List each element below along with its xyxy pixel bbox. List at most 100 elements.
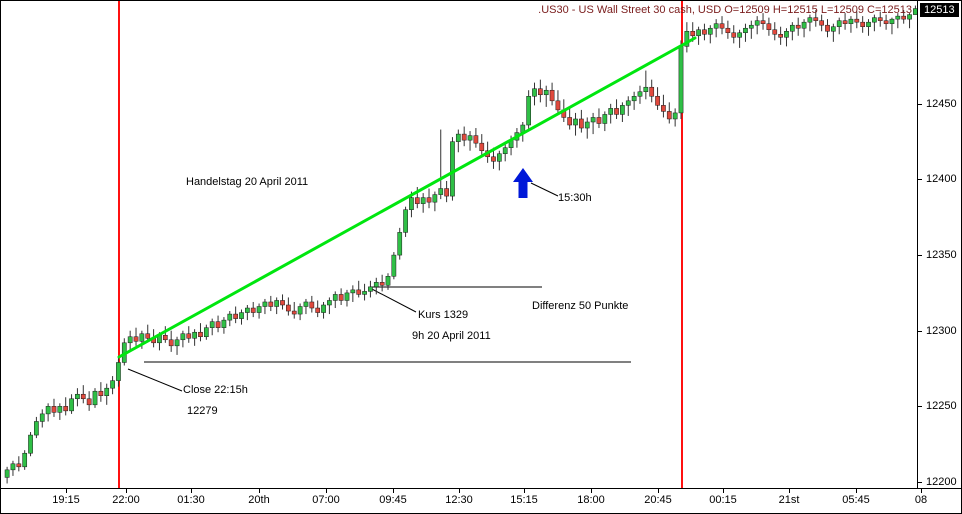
candle-body-down [819, 20, 824, 26]
candle-body-up [239, 312, 244, 319]
candle-body-down [473, 135, 479, 144]
chart-annotation: 15:30h [558, 192, 592, 204]
time-axis-label: 01:30 [177, 494, 205, 506]
annotation-pointer-line [369, 287, 417, 313]
candle-body-down [338, 294, 344, 301]
chart-title: .US30 - US Wall Street 30 cash, USD O=12… [538, 4, 912, 16]
time-axis-tick [921, 489, 922, 493]
candle-body-up [303, 301, 309, 307]
candle-body-down [538, 88, 543, 96]
candle-body-up [807, 17, 813, 23]
time-axis-label: 00:15 [709, 494, 737, 506]
candle-body-up [209, 321, 215, 328]
candle-body-up [203, 327, 209, 338]
time-axis-tick [326, 489, 327, 493]
candle-body-down [80, 393, 86, 400]
candle-body-up [743, 27, 748, 34]
candle-body-down [813, 17, 819, 21]
candle-body-up [801, 21, 807, 29]
chart-annotation: 9h 20 April 2011 [412, 330, 491, 342]
candle-body-up [584, 121, 590, 129]
candle-body-up [620, 105, 625, 115]
candle-body-up [848, 18, 854, 24]
candle-body-down [168, 339, 174, 347]
time-axis-label: 07:00 [312, 494, 340, 506]
time-axis-label: 08 [914, 494, 928, 506]
candle-body-down [778, 34, 783, 38]
price-axis-tick [918, 482, 922, 483]
candle-body-up [496, 153, 502, 162]
candle-body-up [836, 20, 842, 27]
candle-body-up [45, 406, 51, 415]
chart-annotation: Differenz 50 Punkte [532, 300, 629, 312]
candle-body-down [661, 105, 666, 112]
candle-body-up [502, 147, 508, 155]
candle-body-up [889, 18, 895, 24]
candle-body-up [297, 306, 303, 315]
candle-body-down [795, 24, 801, 29]
time-axis-label: 21st [778, 494, 800, 506]
price-axis-tick [918, 331, 922, 332]
candle-body-down [772, 29, 778, 35]
candle-body-down [655, 96, 660, 106]
candle-body-up [784, 30, 789, 38]
price-axis-tick [918, 255, 922, 256]
candle-body-down [233, 313, 238, 319]
candle-body-up [57, 406, 63, 413]
candle-body-down [186, 333, 192, 339]
candle-body-up [713, 23, 719, 29]
candle-body-up [362, 291, 367, 295]
price-axis-label: 12350 [926, 249, 957, 261]
price-axis-label: 12400 [926, 173, 957, 185]
price-axis-tick [918, 179, 922, 180]
candle-body-down [86, 398, 92, 406]
candle-body-down [725, 27, 731, 34]
candle-body-up [385, 276, 391, 286]
candle-body-up [75, 393, 80, 400]
candle-body-down [877, 17, 883, 21]
candle-body-up [34, 421, 39, 436]
candle-body-up [866, 21, 871, 27]
candle-body-down [63, 406, 69, 412]
candle-body-down [883, 20, 889, 24]
candle-body-up [631, 96, 637, 102]
time-axis-tick [856, 489, 857, 493]
candle-body-down [860, 21, 866, 27]
time-axis-tick [591, 489, 592, 493]
candle-body-down [702, 29, 707, 35]
chart-annotation: Close 22:15h [183, 384, 248, 396]
candle-body-down [315, 307, 321, 313]
candle-body-up [573, 118, 578, 126]
candle-body-up [221, 319, 227, 328]
annotation-pointer-line [127, 368, 183, 392]
candle-body-down [549, 89, 555, 102]
candle-body-up [532, 88, 537, 97]
candle-body-up [789, 24, 795, 32]
candle-body-up [432, 194, 438, 203]
candle-body-down [286, 304, 291, 312]
candle-body-up [684, 30, 690, 47]
candle-body-up [116, 362, 121, 381]
candle-body-down [766, 23, 772, 30]
candle-body-down [98, 390, 104, 396]
candle-body-up [10, 463, 16, 471]
candle-body-up [373, 282, 379, 288]
price-axis-label: 12200 [926, 476, 957, 488]
candle-body-down [649, 86, 655, 97]
candle-body-up [450, 141, 455, 197]
blue-up-arrow-icon [513, 168, 533, 198]
candle-body-up [737, 32, 742, 38]
candle-body-up [831, 26, 836, 32]
price-axis-label: 12450 [926, 98, 957, 110]
time-axis-label: 05:45 [842, 494, 870, 506]
candle-body-down [379, 282, 385, 286]
candle-body-up [403, 209, 408, 233]
time-axis-tick [66, 489, 67, 493]
candle-body-up [707, 27, 713, 35]
candle-body-up [526, 96, 531, 126]
time-axis-tick [524, 489, 525, 493]
candle-body-down [719, 23, 725, 29]
chart-annotation: Kurs 1329 [418, 309, 469, 321]
candle-body-down [356, 289, 362, 295]
candle-body-up [327, 300, 332, 306]
